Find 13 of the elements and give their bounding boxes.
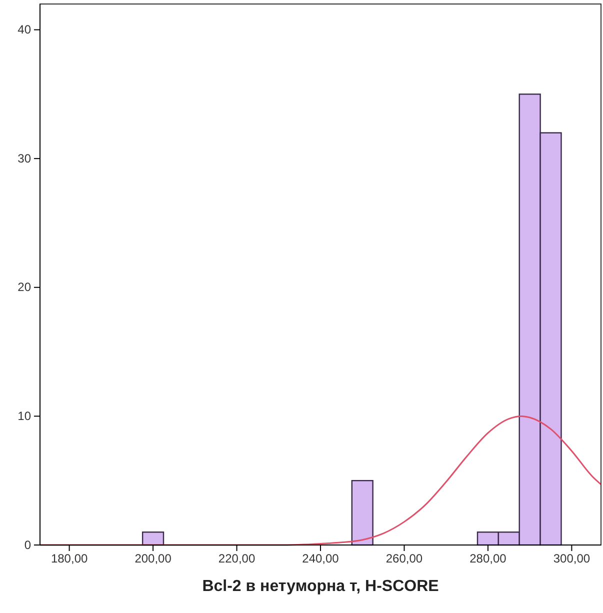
x-axis-title: Bcl-2 в нетуморна т, H-SCORE — [202, 578, 440, 595]
x-tick-label: 180,00 — [50, 552, 88, 566]
x-tick-label: 220,00 — [218, 552, 256, 566]
y-tick-label: 0 — [24, 538, 32, 552]
x-tick-label: 300,00 — [553, 552, 590, 566]
x-tick-label: 200,00 — [134, 552, 172, 566]
y-tick-label: 30 — [18, 151, 32, 166]
x-tick-label: 280,00 — [470, 552, 507, 566]
x-tick-label: 240,00 — [302, 552, 340, 566]
y-tick-label: 10 — [18, 409, 32, 424]
y-tick-label: 40 — [18, 22, 32, 37]
x-tick-label: 260,00 — [386, 552, 423, 566]
y-tick-label: 20 — [18, 280, 32, 294]
